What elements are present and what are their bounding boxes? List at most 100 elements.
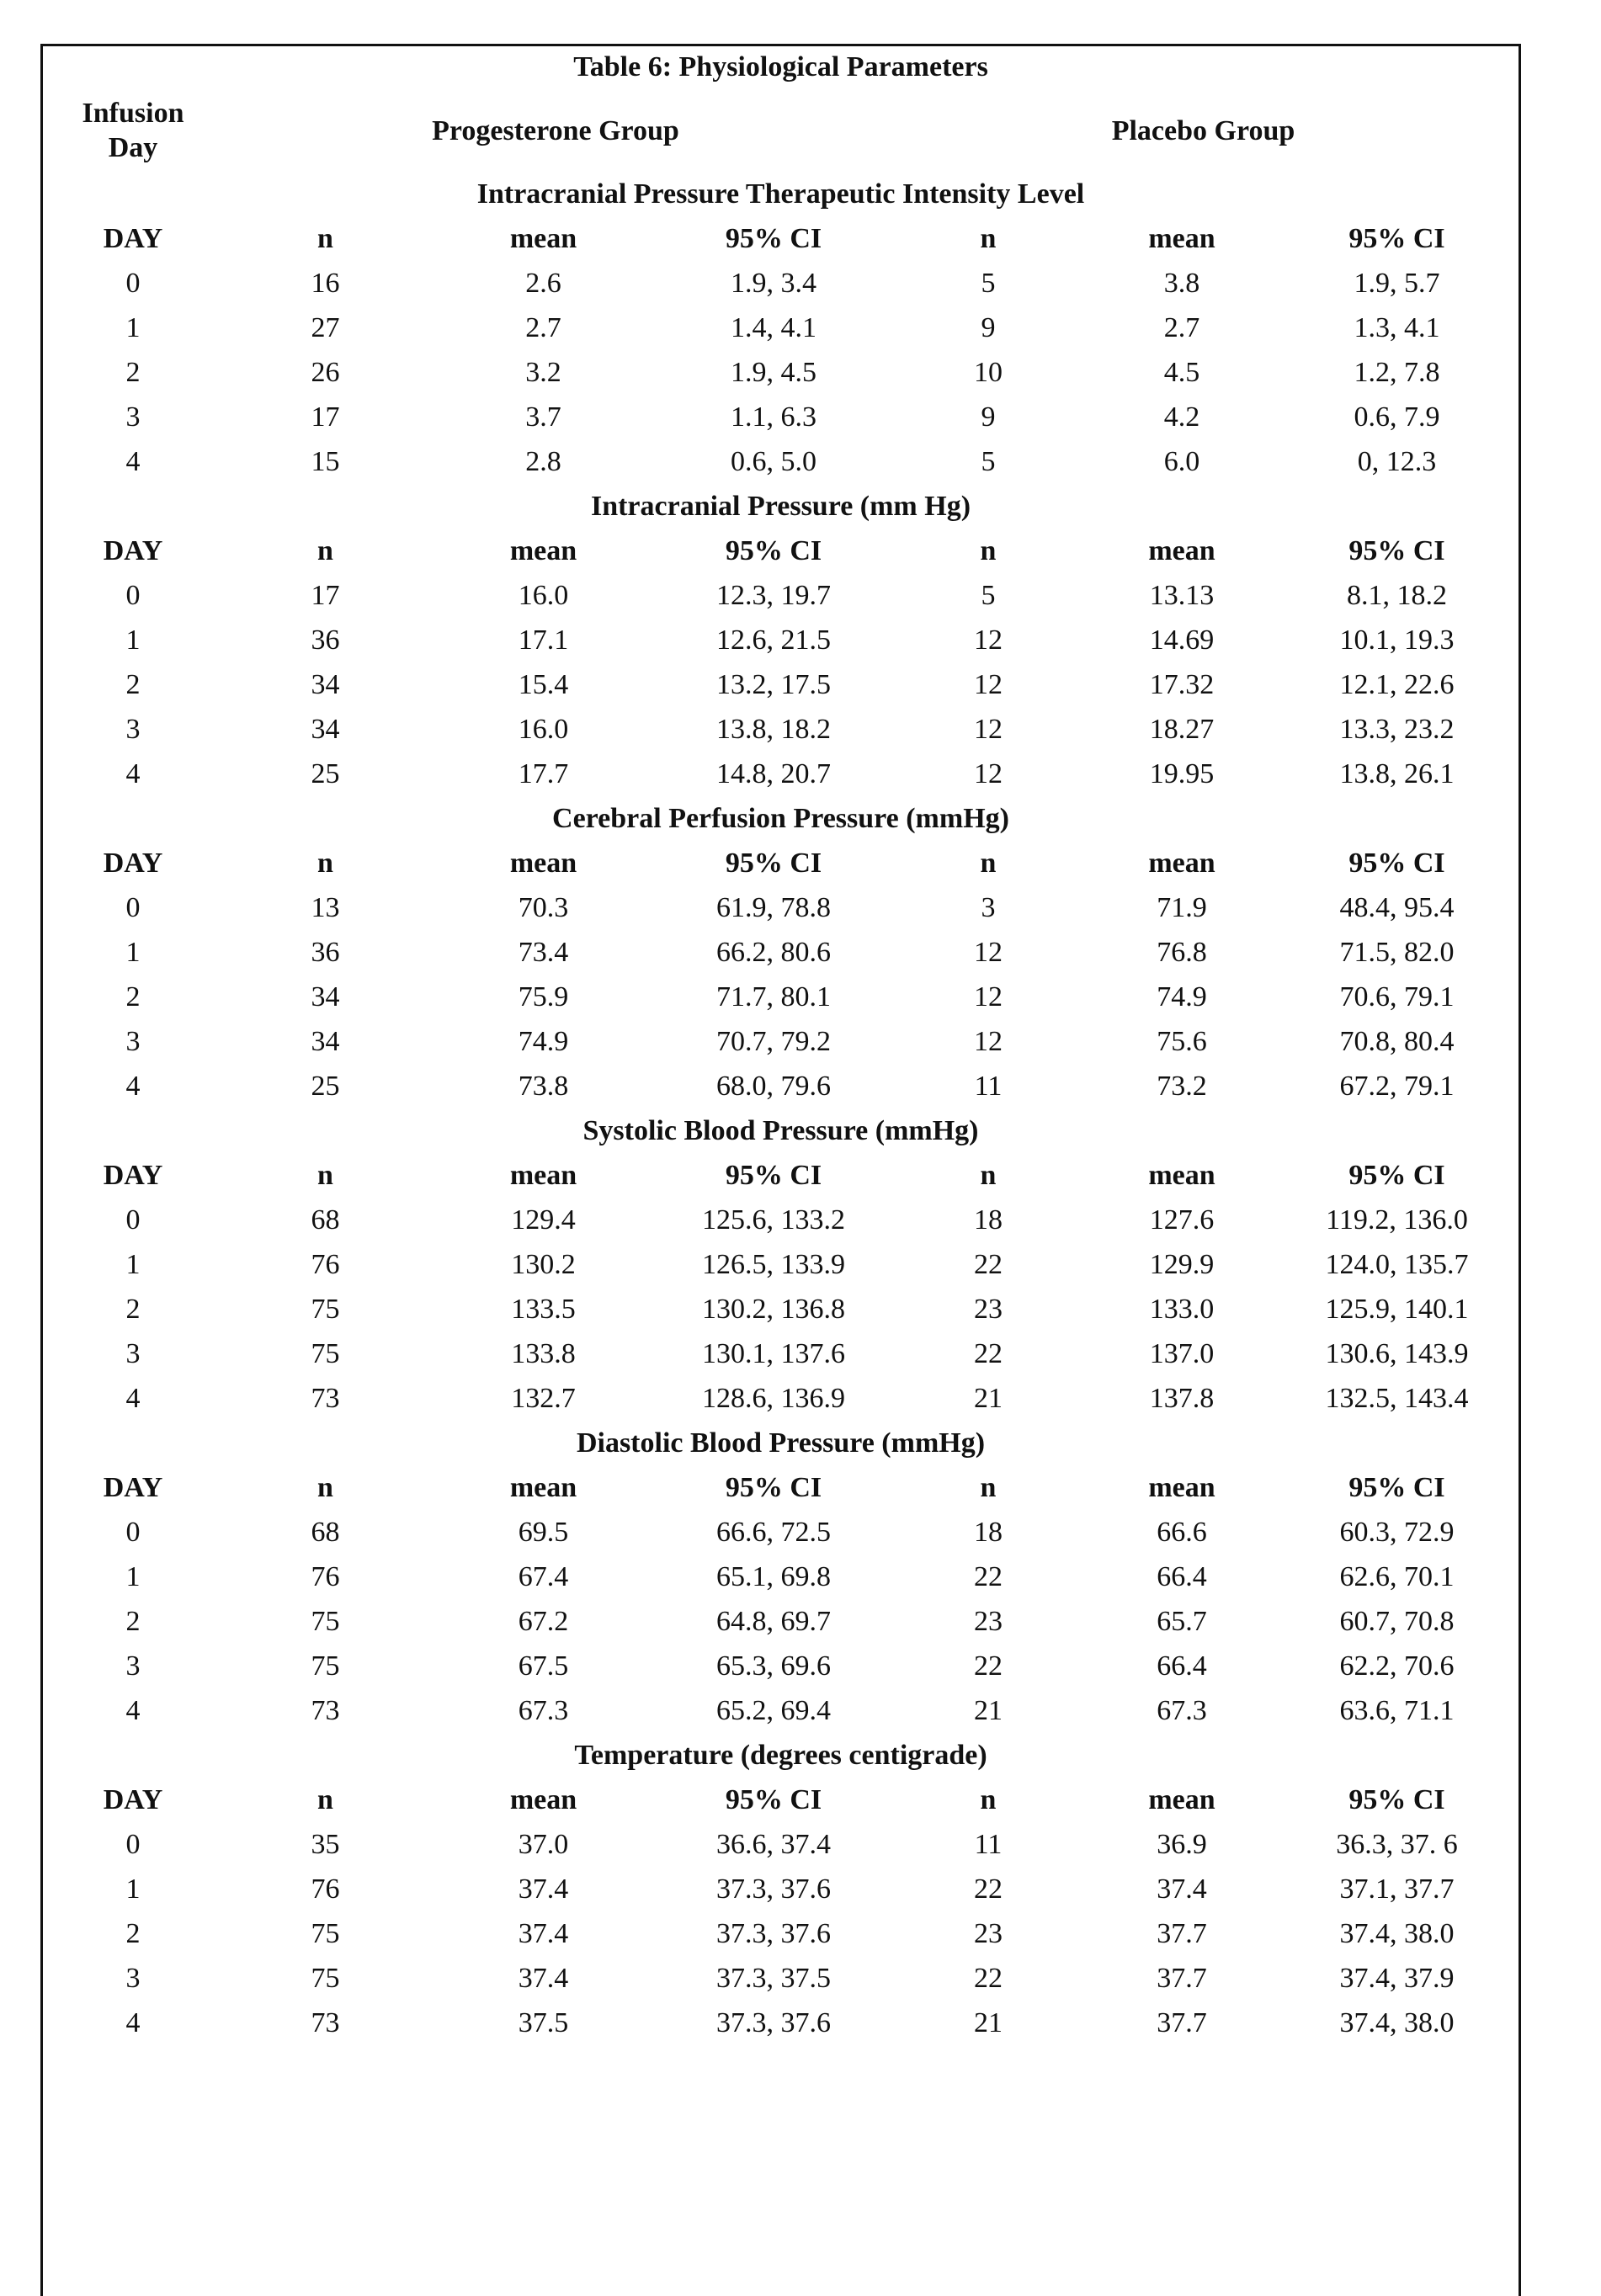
cell: 10.1, 19.3 [1275, 618, 1519, 662]
cell-text: 1.9, 5.7 [1354, 266, 1440, 300]
cell: 37.4 [428, 1867, 659, 1911]
cell: 8.1, 18.2 [1275, 573, 1519, 618]
cell: 1.9, 4.5 [659, 350, 888, 395]
cell: 6.0 [1088, 439, 1275, 484]
data-row: 3173.71.1, 6.394.20.6, 7.9 [43, 395, 1519, 439]
cell: 1.9, 3.4 [659, 261, 888, 306]
cell: 12 [888, 1019, 1088, 1064]
column-header: 95% CI [1275, 841, 1519, 885]
cell: 13.8, 18.2 [659, 707, 888, 752]
column-header: n [223, 216, 428, 261]
column-header: mean [1088, 1778, 1275, 1822]
cell: 65.7 [1088, 1599, 1275, 1644]
cell-text: 36.3, 37. 6 [1336, 1827, 1458, 1862]
cell: 5 [888, 439, 1088, 484]
cell: 65.1, 69.8 [659, 1555, 888, 1599]
cell: 37.7 [1088, 1911, 1275, 1956]
data-row: 2263.21.9, 4.5104.51.2, 7.8 [43, 350, 1519, 395]
cell: 67.2, 79.1 [1275, 1064, 1519, 1108]
cell: 2.8 [428, 439, 659, 484]
cell: 22 [888, 1867, 1088, 1911]
column-header: n [888, 1153, 1088, 1198]
section-title-row: Cerebral Perfusion Pressure (mmHg) [43, 796, 1519, 841]
column-header: n [888, 841, 1088, 885]
cell-text: 60.3, 72.9 [1340, 1515, 1455, 1549]
column-header: 95% CI [659, 529, 888, 573]
column-header-row: DAYnmean95% CInmean95% CI [43, 216, 1519, 261]
column-header: 95% CI [1275, 529, 1519, 573]
title-row: Table 6: Physiological Parameters [43, 46, 1519, 89]
column-header: mean [428, 216, 659, 261]
cell: 68 [223, 1198, 428, 1242]
cell: 2.6 [428, 261, 659, 306]
progesterone-header: Progesterone Group [223, 89, 888, 172]
column-header: mean [428, 1153, 659, 1198]
cell: 132.7 [428, 1376, 659, 1421]
cell: 21 [888, 1376, 1088, 1421]
cell-text: 1.3, 4.1 [1354, 311, 1440, 345]
cell: 17.32 [1088, 662, 1275, 707]
cell: 66.4 [1088, 1555, 1275, 1599]
cell: 37.4 [428, 1911, 659, 1956]
cell: 4 [43, 752, 223, 796]
cell: 13.3, 23.2 [1275, 707, 1519, 752]
column-header-row: DAYnmean95% CInmean95% CI [43, 529, 1519, 573]
data-row: 4152.80.6, 5.056.00, 12.3 [43, 439, 1519, 484]
cell: 22 [888, 1956, 1088, 2001]
cell-text: 37.1, 37.7 [1340, 1872, 1455, 1906]
cell: 35 [223, 1822, 428, 1867]
cell: 3 [888, 885, 1088, 930]
column-header: mean [1088, 1465, 1275, 1510]
infusion-day-text: Infusion Day [78, 96, 188, 165]
cell: 1.1, 6.3 [659, 395, 888, 439]
cell: 2 [43, 1599, 223, 1644]
cell-text: 119.2, 136.0 [1326, 1203, 1468, 1237]
column-header: DAY [43, 1465, 223, 1510]
column-header: DAY [43, 1778, 223, 1822]
cell-text: 48.4, 95.4 [1340, 890, 1455, 925]
infusion-day-header: Infusion Day [43, 89, 223, 172]
cell: 19.95 [1088, 752, 1275, 796]
cell: 21 [888, 1688, 1088, 1733]
cell: 17 [223, 395, 428, 439]
cell: 61.9, 78.8 [659, 885, 888, 930]
column-header-row: DAYnmean95% CInmean95% CI [43, 841, 1519, 885]
cell: 0.6, 5.0 [659, 439, 888, 484]
cell: 4 [43, 2001, 223, 2045]
column-header: 95% CI [1275, 1778, 1519, 1822]
column-header: 95% CI [659, 841, 888, 885]
cell: 22 [888, 1644, 1088, 1688]
column-header: n [223, 1465, 428, 1510]
cell: 75.6 [1088, 1019, 1275, 1064]
cell: 14.69 [1088, 618, 1275, 662]
cell: 0 [43, 261, 223, 306]
cell: 12 [888, 930, 1088, 975]
cell: 36 [223, 618, 428, 662]
cell: 73.4 [428, 930, 659, 975]
cell-text: 12.1, 22.6 [1340, 667, 1455, 702]
cell: 23 [888, 1911, 1088, 1956]
cell: 11 [888, 1064, 1088, 1108]
data-row: 473132.7128.6, 136.921137.8132.5, 143.4 [43, 1376, 1519, 1421]
cell: 1.2, 7.8 [1275, 350, 1519, 395]
cell: 1 [43, 306, 223, 350]
cell: 64.8, 69.7 [659, 1599, 888, 1644]
cell: 18 [888, 1510, 1088, 1555]
cell-text: 8.1, 18.2 [1347, 578, 1447, 613]
cell: 16 [223, 261, 428, 306]
cell: 37.4, 38.0 [1275, 2001, 1519, 2045]
cell: 76 [223, 1242, 428, 1287]
cell: 12 [888, 618, 1088, 662]
cell: 18.27 [1088, 707, 1275, 752]
cell: 17.7 [428, 752, 659, 796]
cell: 1 [43, 1867, 223, 1911]
cell: 34 [223, 707, 428, 752]
column-header: 95% CI [1275, 1153, 1519, 1198]
cell: 65.2, 69.4 [659, 1688, 888, 1733]
cell: 1.9, 5.7 [1275, 261, 1519, 306]
cell: 34 [223, 662, 428, 707]
column-header-row: DAYnmean95% CInmean95% CI [43, 1153, 1519, 1198]
cell: 0 [43, 1198, 223, 1242]
cell-text: 62.2, 70.6 [1340, 1649, 1455, 1683]
